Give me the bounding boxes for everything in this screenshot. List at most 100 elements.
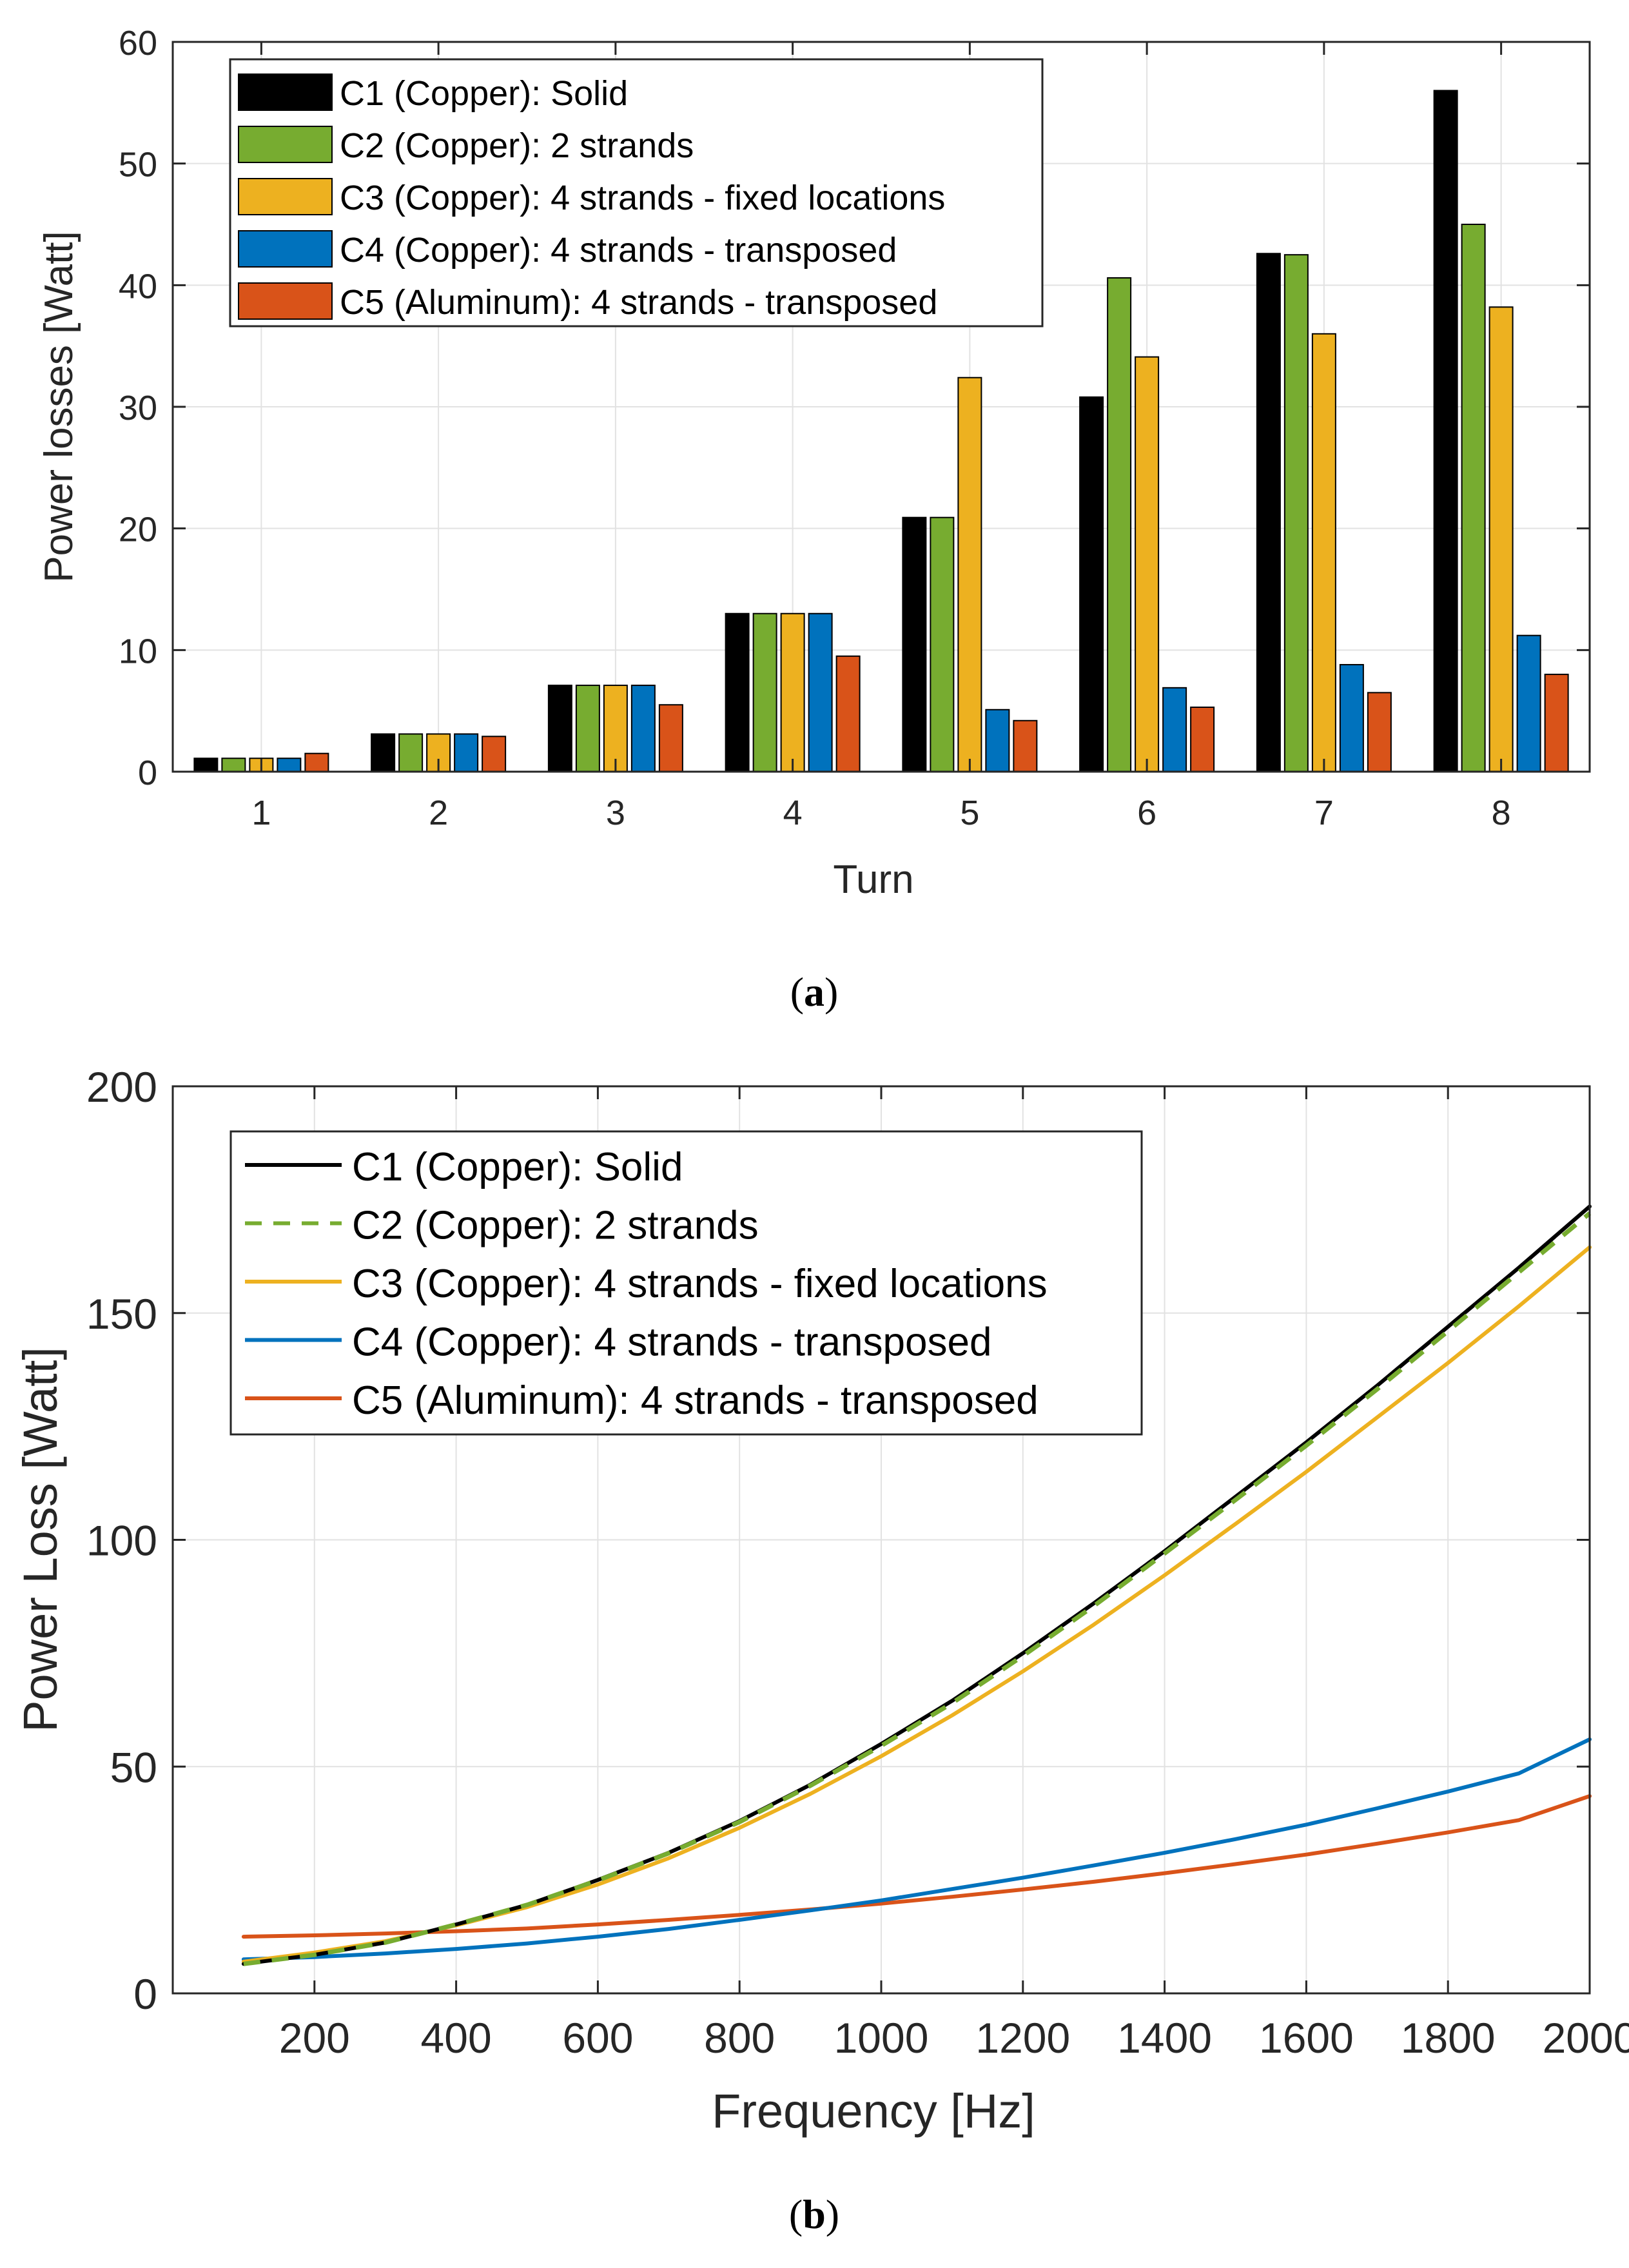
bar-y-tick-label: 20	[119, 511, 157, 549]
bar-c3-turn-6	[1135, 356, 1160, 772]
bar-chart-panel: 0 10 20 30 40 50 60 1 2 3 4 5 6 7 8 Turn Power losses…	[37, 24, 1591, 1015]
bar-legend-label-c3: C3 (Copper): 4 strands - fixed locations	[340, 179, 945, 217]
bar-y-tick-label: 10	[119, 632, 157, 670]
line-x-tick-label: 2000	[1543, 2014, 1629, 2062]
line-chart-panel: 0 50 100 150 200 200 400 600 800 1000 1200 1400 160…	[14, 1063, 1629, 2237]
bar-c5-turn-4	[835, 655, 861, 772]
bar-c1-turn-5	[902, 516, 927, 772]
line-x-tick-label: 1400	[1117, 2014, 1212, 2062]
bar-legend-label-c4: C4 (Copper): 4 strands - transposed	[340, 231, 897, 269]
bar-legend-swatch-c5	[238, 282, 333, 320]
bar-y-tick-label: 60	[119, 24, 157, 63]
bar-c5-turn-5	[1013, 719, 1038, 773]
bar-c3-turn-3	[603, 685, 628, 772]
bar-c4-turn-2	[454, 733, 479, 772]
bar-c1-turn-8	[1433, 90, 1458, 772]
bar-c4-turn-6	[1162, 687, 1187, 772]
bar-c1-turn-4	[725, 612, 750, 772]
bar-c2-turn-7	[1283, 254, 1309, 772]
caption-b-open: (	[789, 2191, 803, 2237]
line-x-tick-label: 600	[562, 2014, 633, 2062]
line-y-tick-label: 200	[86, 1063, 157, 1111]
bar-c5-turn-2	[482, 736, 507, 772]
line-legend-label-c2: C2 (Copper): 2 strands	[352, 1204, 759, 1248]
bar-c4-turn-4	[808, 612, 833, 772]
bar-c1-turn-3	[547, 685, 572, 772]
bar-legend-label-c5: C5 (Aluminum): 4 strands - transposed	[340, 283, 937, 322]
bar-legend-label-c2: C2 (Copper): 2 strands	[340, 126, 694, 165]
bar-c5-turn-7	[1367, 692, 1392, 773]
line-x-tick-label: 400	[421, 2014, 492, 2062]
caption-a-letter: a	[804, 969, 824, 1015]
line-series-c2	[243, 1211, 1592, 1966]
caption-b: (b)	[789, 2191, 839, 2237]
bar-c1-turn-1	[193, 758, 219, 773]
bar-c1-turn-6	[1079, 396, 1104, 772]
line-legend-label-c3: C3 (Copper): 4 strands - fixed locations	[352, 1262, 1048, 1306]
bar-c2-turn-4	[752, 612, 777, 772]
bar-c1-turn-7	[1256, 253, 1281, 772]
bar-y-axis-label: Power losses [Watt]	[37, 231, 81, 583]
bar-c5-turn-3	[658, 704, 683, 772]
bar-legend-label-c1: C1 (Copper): Solid	[340, 74, 628, 113]
line-x-axis-label: Frequency [Hz]	[712, 2084, 1035, 2138]
line-y-ticks: 0 50 100 150 200	[86, 1063, 1590, 2018]
bar-legend-swatch-c3	[238, 178, 333, 215]
line-x-tick-label: 1200	[975, 2014, 1070, 2062]
bar-y-tick-label: 0	[138, 754, 157, 792]
bar-c2-turn-5	[930, 516, 955, 772]
bar-x-tick-label: 3	[606, 794, 625, 832]
bar-c4-turn-1	[277, 758, 302, 773]
bar-legend-swatch-c2	[238, 126, 333, 163]
bar-x-tick-label: 2	[429, 794, 448, 832]
bar-c5-turn-6	[1190, 707, 1215, 773]
bar-c2-turn-1	[221, 758, 246, 773]
bar-y-ticks: 0 10 20 30 40 50 60	[119, 24, 1590, 792]
bar-x-tick-label: 5	[960, 794, 979, 832]
bar-c3-turn-5	[957, 376, 982, 772]
caption-b-close: )	[826, 2191, 839, 2237]
bar-x-tick-label: 1	[251, 794, 271, 832]
line-x-ticks: 200 400 600 800 1000 1200 1400 1600 1800 2000	[279, 1086, 1629, 2062]
bar-legend-box	[229, 58, 1044, 327]
caption-a: (a)	[790, 969, 839, 1015]
line-series	[241, 1204, 1592, 1966]
bar-c2-turn-3	[575, 685, 600, 772]
bar-x-tick-label: 6	[1137, 794, 1156, 832]
bar-c5-turn-8	[1544, 674, 1569, 772]
bar-x-ticks: 1 2 3 4 5 6 7 8	[251, 42, 1511, 832]
line-x-tick-label: 800	[704, 2014, 775, 2062]
bar-c2-turn-8	[1461, 224, 1486, 772]
bar-x-tick-label: 7	[1314, 794, 1334, 832]
bar-c5-turn-1	[304, 752, 329, 772]
bar-c4-turn-7	[1339, 663, 1364, 773]
bar-y-tick-label: 30	[119, 389, 157, 427]
caption-a-open: (	[790, 969, 804, 1015]
caption-a-close: )	[824, 969, 838, 1015]
bar-c1-turn-2	[371, 733, 396, 772]
line-legend-label-c1: C1 (Copper): Solid	[352, 1145, 683, 1189]
line-legend-box	[229, 1130, 1143, 1436]
line-legend-label-c5: C5 (Aluminum): 4 strands - transposed	[352, 1378, 1039, 1423]
bar-c2-turn-6	[1107, 277, 1132, 773]
bar-x-tick-label: 4	[783, 794, 803, 832]
bar-legend-swatch-c1	[238, 73, 333, 111]
caption-b-letter: b	[803, 2191, 826, 2237]
line-y-tick-label: 0	[133, 1970, 157, 2018]
bar-y-tick-label: 50	[119, 146, 157, 184]
line-y-tick-label: 100	[86, 1517, 157, 1565]
bar-c3-turn-4	[780, 612, 805, 772]
bar-c3-turn-8	[1488, 306, 1514, 772]
line-y-tick-label: 50	[110, 1743, 157, 1791]
bar-x-tick-label: 8	[1492, 794, 1511, 832]
bar-legend-swatch-c4	[238, 230, 333, 268]
line-legend-label-c4: C4 (Copper): 4 strands - transposed	[352, 1320, 991, 1365]
bar-c4-turn-3	[630, 685, 656, 772]
line-y-tick-label: 150	[86, 1290, 157, 1338]
bar-x-axis-label: Turn	[833, 857, 913, 902]
bar-series	[193, 90, 1569, 773]
bar-c4-turn-5	[985, 709, 1010, 773]
line-x-tick-label: 1600	[1259, 2014, 1354, 2062]
bar-y-tick-label: 40	[119, 267, 157, 306]
